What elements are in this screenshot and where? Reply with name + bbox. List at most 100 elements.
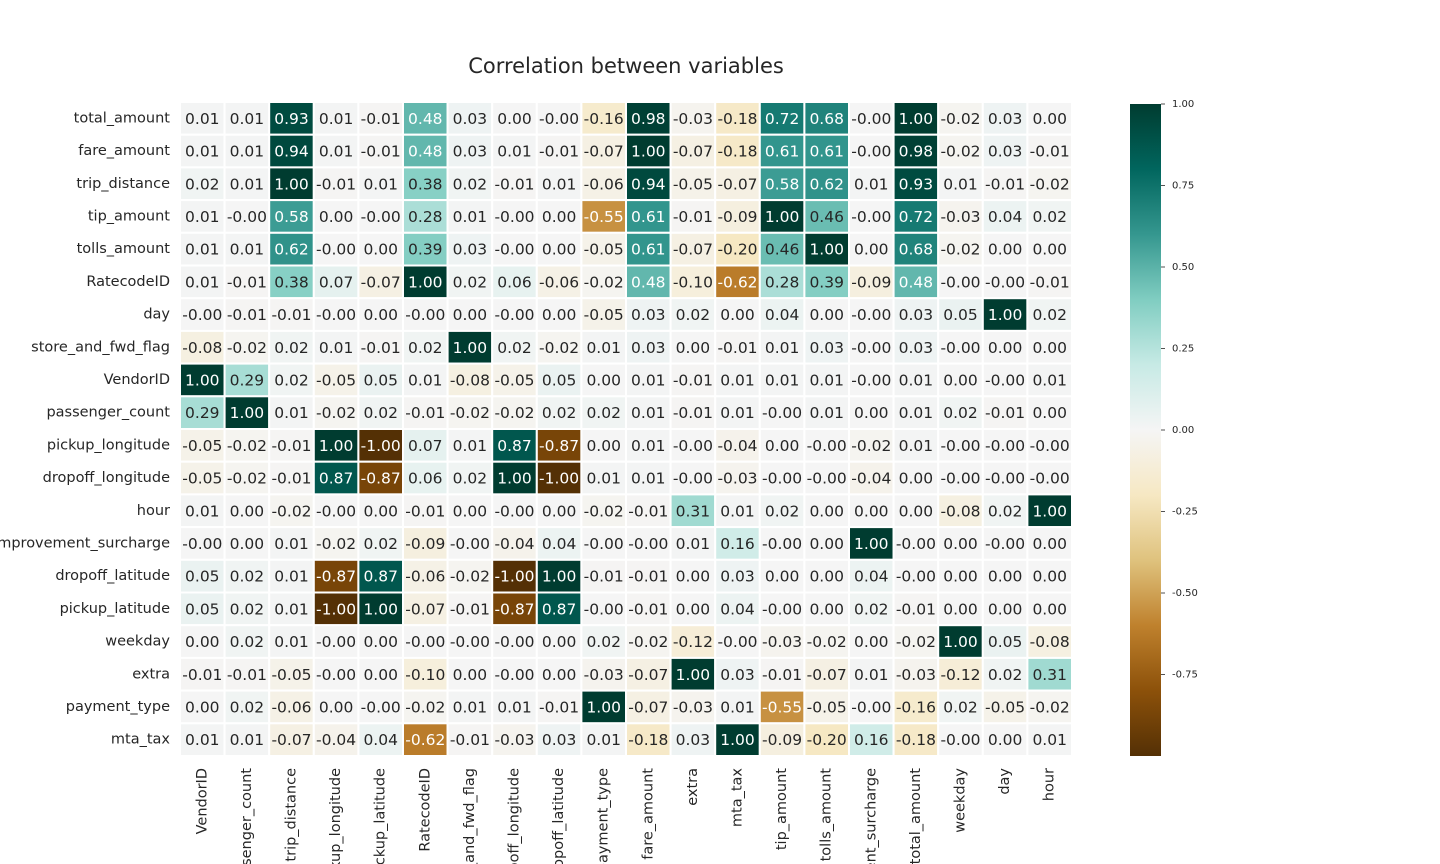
cell-value-label: -0.07	[807, 666, 847, 684]
heatmap-cell	[1026, 624, 1074, 659]
cell-value-label: 0.38	[274, 273, 309, 291]
cell-value-label: 0.16	[854, 731, 889, 749]
heatmap-cell	[357, 329, 404, 365]
heatmap-cell	[402, 166, 449, 202]
heatmap-cell	[758, 656, 806, 692]
cell-value-label: 0.03	[720, 666, 755, 684]
cell-value-label: 0.01	[274, 600, 309, 618]
y-tick-label: extra	[132, 666, 170, 682]
y-tick-label: day	[143, 307, 170, 323]
x-tick-label: RatecodeID	[417, 768, 433, 852]
colorbar-tick-label: 0.75	[1172, 181, 1194, 192]
cell-value-label: 0.02	[230, 568, 265, 586]
cell-value-label: -0.01	[985, 404, 1025, 422]
heatmap-cell	[848, 460, 895, 496]
cell-value-label: -0.62	[405, 731, 445, 749]
cell-value-label: 0.02	[274, 339, 309, 357]
cell-value-label: 0.01	[453, 698, 488, 716]
cell-value-label: -0.00	[940, 437, 980, 455]
cell-value-label: -0.00	[316, 241, 356, 259]
cell-value-label: -0.05	[985, 698, 1025, 716]
cell-value-label: -0.00	[762, 600, 802, 618]
cell-value-label: -0.00	[405, 306, 445, 324]
cell-value-label: -1.00	[494, 568, 534, 586]
cell-value-label: 0.01	[1032, 731, 1067, 749]
cell-value-label: -0.01	[405, 404, 445, 422]
cell-value-label: -0.00	[494, 241, 534, 259]
cell-value-label: -0.03	[717, 470, 757, 488]
heatmap-cell	[669, 297, 717, 332]
cell-value-label: -0.20	[807, 731, 847, 749]
cell-value-label: -0.04	[851, 470, 891, 488]
cell-value-label: -0.87	[494, 600, 534, 618]
heatmap-cell	[312, 656, 360, 692]
cell-value-label: 0.00	[542, 306, 577, 324]
cell-value-label: -0.20	[717, 241, 757, 259]
cell-value-label: -1.00	[361, 437, 401, 455]
cell-value-label: -0.02	[227, 339, 267, 357]
cell-value-label: -0.01	[539, 698, 579, 716]
cell-value-label: 0.61	[765, 143, 800, 161]
cell-value-label: 0.05	[363, 371, 398, 389]
cell-value-label: -0.00	[1030, 437, 1070, 455]
y-tick-label: dropoff_longitude	[43, 470, 170, 486]
cell-value-label: -0.00	[985, 437, 1025, 455]
heatmap-cell	[491, 362, 538, 398]
cell-value-label: -0.01	[584, 568, 624, 586]
cell-value-label: 0.02	[765, 502, 800, 520]
cell-value-label: -0.01	[271, 437, 311, 455]
x-tick-label: total_amount	[908, 768, 924, 864]
heatmap-cell	[491, 428, 538, 463]
heatmap-cell	[357, 460, 404, 496]
cell-value-label: 0.01	[765, 371, 800, 389]
cell-value-label: 0.03	[542, 731, 577, 749]
cell-value-label: 0.01	[185, 731, 220, 749]
cell-value-label: 1.00	[185, 371, 220, 389]
cell-value-label: 0.01	[185, 110, 220, 128]
cell-value-label: 0.01	[185, 273, 220, 291]
cell-value-label: 0.48	[408, 143, 443, 161]
cell-value-label: 0.03	[809, 339, 844, 357]
cell-value-label: -0.18	[717, 110, 757, 128]
cell-value-label: 0.39	[809, 273, 844, 291]
cell-value-label: 1.00	[408, 273, 443, 291]
heatmap-cell	[223, 428, 271, 463]
y-tick-label: pickup_latitude	[60, 601, 171, 617]
cell-value-label: 0.48	[899, 273, 934, 291]
x-tick-label: passenger_count	[239, 768, 255, 864]
cell-value-label: 0.01	[809, 404, 844, 422]
heatmap-cell	[848, 558, 895, 594]
heatmap-cell	[179, 722, 226, 757]
cell-value-label: -0.00	[494, 306, 534, 324]
cell-value-label: -0.00	[851, 371, 891, 389]
cell-value-label: 0.00	[809, 535, 844, 553]
cell-value-label: -0.00	[361, 698, 401, 716]
cell-value-label: 0.00	[988, 731, 1023, 749]
cell-value-label: 0.00	[765, 568, 800, 586]
heatmap-cell	[758, 297, 806, 332]
cell-value-label: 0.00	[854, 241, 889, 259]
cell-value-label: 0.03	[899, 306, 934, 324]
cell-value-label: 0.00	[497, 110, 532, 128]
cell-value-label: -0.00	[985, 273, 1025, 291]
cell-value-label: -0.01	[405, 502, 445, 520]
cell-value-label: 0.02	[988, 502, 1023, 520]
cell-value-label: 0.02	[363, 404, 398, 422]
heatmap-cell	[535, 395, 583, 430]
cell-value-label: 0.02	[586, 404, 621, 422]
cell-value-label: 0.01	[631, 437, 666, 455]
cell-value-label: -0.01	[673, 404, 713, 422]
cell-value-label: 0.94	[631, 175, 666, 193]
heatmap-cell	[179, 395, 226, 430]
cell-value-label: -0.00	[405, 633, 445, 651]
y-tick-label: trip_distance	[76, 176, 170, 192]
cell-value-label: 0.04	[854, 568, 889, 586]
heatmap-cell	[758, 166, 806, 202]
y-tick-label: total_amount	[74, 110, 171, 126]
cell-value-label: 0.58	[274, 208, 309, 226]
cell-value-label: 0.01	[274, 535, 309, 553]
heatmap-cell	[179, 231, 226, 267]
cell-value-label: -0.02	[940, 143, 980, 161]
heatmap-cell	[402, 428, 449, 463]
x-tick-label: extra	[685, 768, 701, 806]
